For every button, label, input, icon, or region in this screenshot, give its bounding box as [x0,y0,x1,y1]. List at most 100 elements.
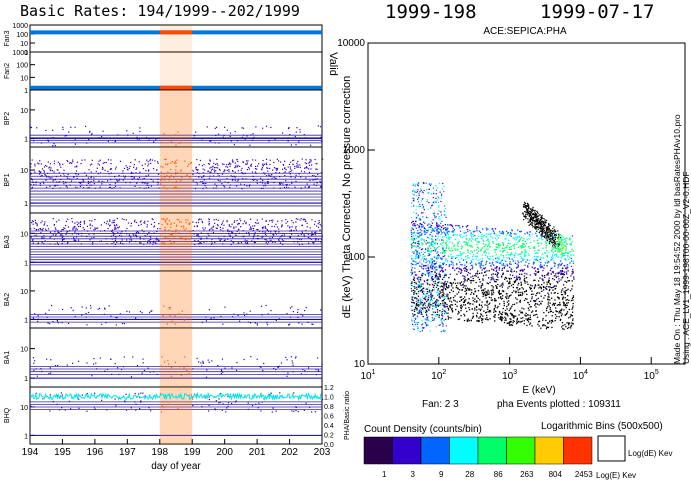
rate-point [250,164,252,167]
pha-point [547,229,549,232]
rate-point [99,357,101,359]
pha-point [534,247,536,249]
pha-point [424,228,426,230]
pha-point [440,211,442,213]
rate-point [53,171,55,173]
rate-point [186,174,188,177]
rate-point [309,406,311,408]
pha-point [558,238,560,241]
pha-point [506,322,508,324]
pha-point [518,240,520,242]
rate-point [308,171,311,174]
rate-point [210,317,212,319]
rate-point [277,238,280,240]
pha-point [513,233,516,235]
pha-point [452,256,454,259]
pha-point [557,297,559,299]
pha-point [454,238,457,241]
pha-point [422,225,424,227]
pha-point [489,258,491,261]
pha-point [439,270,441,272]
pha-point [557,256,560,258]
pha-point [437,276,439,278]
pha-point [440,252,442,254]
rate-point [119,232,122,234]
pha-point [569,256,571,258]
rate-point [174,323,176,325]
rate-point [289,230,291,232]
pha-point [450,317,452,319]
pha-point [459,227,461,229]
rate-point [132,233,134,235]
pha-point [489,233,491,235]
rate-point [82,186,85,189]
pha-point [511,313,514,316]
rate-point [208,309,210,311]
rate-point [163,179,166,181]
rate-point [315,239,317,241]
pha-point [554,273,557,275]
pha-point [502,244,505,247]
pha-point [414,287,416,289]
rate-point [189,222,191,224]
rate-point [183,229,185,231]
pha-point [472,315,475,317]
pha-point [430,320,432,322]
rate-point [156,228,159,230]
pha-point [482,264,484,267]
pha-point [535,294,537,297]
rate-point [168,363,170,365]
pha-point [416,253,419,255]
rate-point [215,170,217,172]
rate-point [123,175,125,177]
rate-point [232,237,234,239]
rate-point [44,173,46,176]
pha-point [425,239,428,242]
pha-point [422,288,424,290]
pha-point [571,322,573,324]
pha-point [533,261,535,264]
rate-point [215,134,217,137]
pha-point [546,234,548,237]
pha-point [417,304,419,306]
rate-point [276,158,278,160]
rate-point [209,167,211,169]
pha-point [419,234,421,236]
pha-point [463,267,465,270]
pha-point [419,254,422,256]
pha-point [566,243,568,245]
rate-point [253,236,255,238]
rate-point [208,221,210,223]
rate-point [147,165,149,167]
pha-point [495,266,498,268]
pha-point [422,265,425,267]
pha-point [546,233,548,235]
pha-point [509,266,511,268]
rate-point [238,228,240,230]
pha-point [541,238,543,240]
pha-point [509,308,511,310]
y-tick-label: 10 [20,405,28,412]
pha-point [555,310,558,313]
pha-point [416,298,418,300]
rate-point [130,172,132,174]
rate-point [110,162,112,165]
rate-point [115,324,117,326]
rate-point [50,167,52,169]
rate-point [160,166,162,168]
rate-point [228,163,230,166]
rate-point [201,221,204,224]
pha-point [483,246,485,248]
rate-point [163,242,165,244]
rate-point [112,231,114,234]
pha-point [470,319,472,321]
pha-point [413,252,415,254]
pha-point [478,308,480,310]
pha-point [445,264,447,266]
rate-point [170,226,172,229]
pha-point [512,315,514,317]
pha-point [437,201,440,204]
pha-point [433,288,435,290]
pha-point [515,291,517,294]
